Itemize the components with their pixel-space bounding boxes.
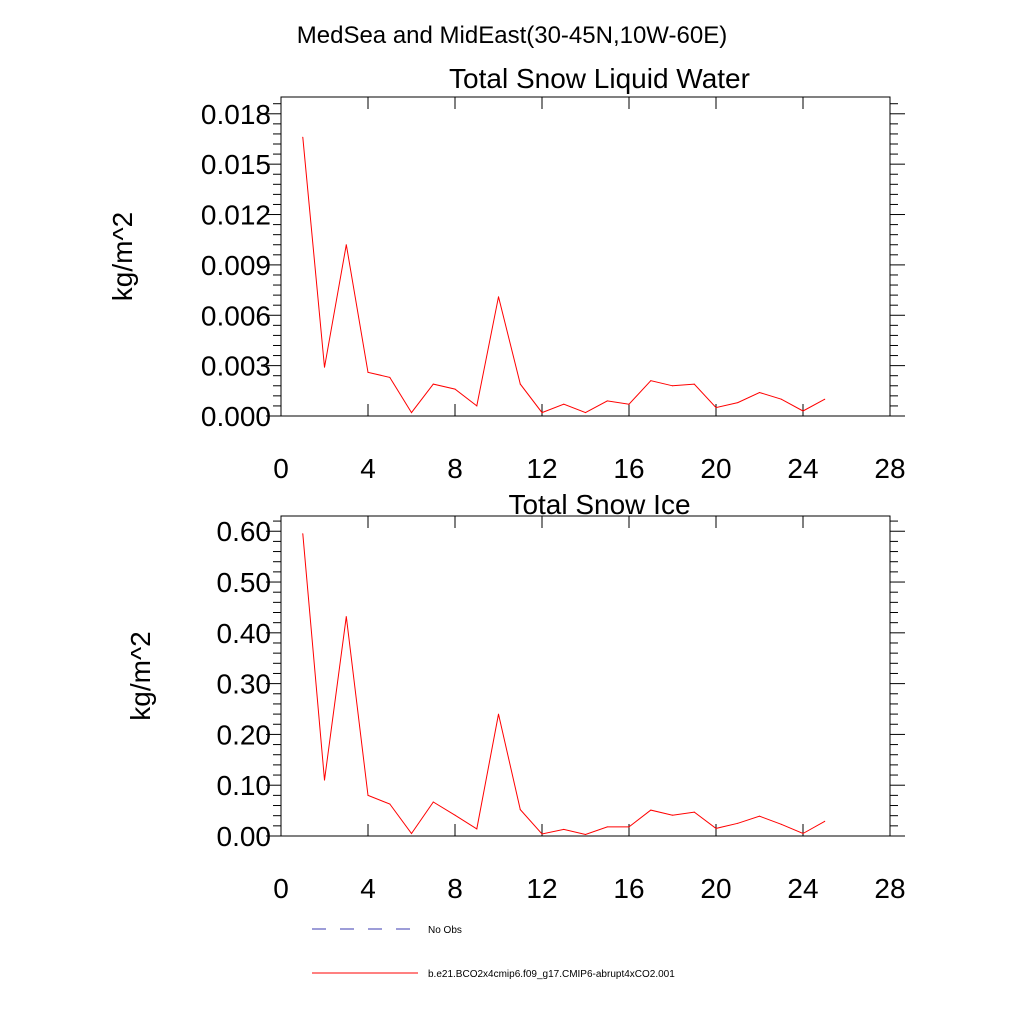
chart-0-data-point xyxy=(367,371,369,373)
chart-1-data-point xyxy=(824,820,826,822)
chart-1-xtick-label: 4 xyxy=(360,873,376,904)
chart-1-data-point xyxy=(606,826,608,828)
chart-0-data-point xyxy=(802,410,804,412)
chart-1-ytick-label: 0.60 xyxy=(217,516,272,547)
chart-0-data-point xyxy=(563,403,565,405)
chart-0-data-point xyxy=(411,412,412,414)
figure-title: MedSea and MidEast(30-45N,10W-60E) xyxy=(297,22,727,49)
chart-1-data-point xyxy=(715,827,717,829)
chart-0-data-point xyxy=(606,400,608,402)
chart-1-xtick-label: 12 xyxy=(526,873,557,904)
chart-0-data-point xyxy=(824,398,826,400)
chart-0-data-point xyxy=(715,407,717,409)
chart-1-xtick-label: 24 xyxy=(787,873,818,904)
chart-0-data-point xyxy=(476,405,478,407)
chart-1-frame xyxy=(280,515,891,837)
chart-0-data-point xyxy=(628,403,630,405)
chart-0-data-point xyxy=(345,244,347,246)
chart-1-xtick-label: 0 xyxy=(273,873,289,904)
chart-1-data-point xyxy=(541,833,543,835)
chart-1-data-point xyxy=(759,815,760,817)
chart-1-data-point xyxy=(389,803,391,805)
chart-0-data-point xyxy=(302,136,304,138)
chart-1-title: Total Snow Ice xyxy=(508,489,690,520)
chart-1-series-line xyxy=(302,533,826,836)
chart-0-data-point xyxy=(585,412,586,414)
chart-0-ytick-label: 0.012 xyxy=(201,200,271,231)
chart-1-ytick-label: 0.10 xyxy=(217,770,272,801)
chart-1-data-point xyxy=(324,779,325,781)
chart-0-ylabel: kg/m^2 xyxy=(107,212,138,301)
chart-1-data-point xyxy=(737,822,739,824)
chart-0-data-point xyxy=(454,388,456,390)
chart-0-ytick-label: 0.006 xyxy=(201,300,271,331)
chart-1-data-point xyxy=(650,809,652,811)
chart-1-xtick-label: 8 xyxy=(447,873,463,904)
chart-1-data-point xyxy=(367,794,369,796)
chart-0-ytick-label: 0.018 xyxy=(201,99,271,130)
chart-0-xtick-label: 28 xyxy=(874,453,905,484)
legend-label-no-obs: No Obs xyxy=(428,925,462,936)
chart-1-ytick-label: 0.40 xyxy=(217,618,272,649)
chart-1-data-point xyxy=(585,833,586,835)
chart-1-data-point xyxy=(802,832,804,834)
chart-1-data-point xyxy=(780,823,782,825)
chart-1-data-point xyxy=(628,826,630,828)
chart-1-data-point xyxy=(432,801,434,803)
chart-1-data-point xyxy=(672,814,673,816)
chart-0-data-point xyxy=(780,398,782,400)
chart-1-data-point xyxy=(498,713,499,715)
chart-0-xtick-label: 12 xyxy=(526,453,557,484)
chart-0-xtick-label: 8 xyxy=(447,453,463,484)
chart-1-data-point xyxy=(519,809,521,811)
chart-0-title: Total Snow Liquid Water xyxy=(449,63,750,94)
chart-1-data-point xyxy=(563,828,565,830)
chart-0-data-point xyxy=(432,383,434,385)
chart-0-data-point xyxy=(324,366,325,368)
chart-1-data-point xyxy=(476,828,478,830)
chart-0-data-point xyxy=(541,412,543,414)
chart-0-ytick-label: 0.000 xyxy=(201,401,271,432)
chart-1-data-point xyxy=(345,616,347,618)
chart-1-data-point xyxy=(411,832,412,834)
chart-0-data-point xyxy=(389,376,391,378)
chart-0-data-point xyxy=(498,296,499,298)
chart-1-ylabel: kg/m^2 xyxy=(125,631,156,720)
chart-0-xtick-label: 4 xyxy=(360,453,376,484)
chart-0-data-point xyxy=(737,402,739,404)
chart-0-ytick-label: 0.009 xyxy=(201,250,271,281)
chart-1-ytick-label: 0.00 xyxy=(217,821,272,852)
chart-0-data-point xyxy=(650,380,652,382)
panel-snow-liquid-water: Total Snow Liquid Water 0 4 8 12 16 20 24 28 0.00… xyxy=(107,63,906,484)
chart-0-series-line xyxy=(302,137,826,414)
chart-0-xtick-label: 20 xyxy=(700,453,731,484)
chart-0-data-point xyxy=(693,383,695,385)
chart-1-data-point xyxy=(693,811,695,813)
chart-1-data-point xyxy=(302,533,304,535)
panel-snow-ice: Total Snow Ice 0 4 8 12 16 20 24 28 0.00 0.10 0.20 0… xyxy=(125,489,906,904)
chart-1-xtick-label: 28 xyxy=(874,873,905,904)
chart-0-frame xyxy=(280,96,891,417)
chart-1-data-point xyxy=(454,814,456,816)
legend: No Obs b.e21.BCO2x4cmip6.f09_g17.CMIP6-a… xyxy=(312,925,675,980)
chart-0-ytick-label: 0.003 xyxy=(201,351,271,382)
chart-0-data-point xyxy=(759,391,760,393)
chart-1-xtick-label: 20 xyxy=(700,873,731,904)
chart-0-xtick-label: 16 xyxy=(613,453,644,484)
chart-1-ytick-label: 0.20 xyxy=(217,719,272,750)
legend-label-model: b.e21.BCO2x4cmip6.f09_g17.CMIP6-abrupt4x… xyxy=(428,969,675,980)
chart-0-data-point xyxy=(672,385,673,387)
chart-1-xtick-label: 16 xyxy=(613,873,644,904)
chart-0-data-point xyxy=(519,383,521,385)
chart-0-xtick-label: 24 xyxy=(787,453,818,484)
chart-0-ytick-label: 0.015 xyxy=(201,149,271,180)
chart-1-ytick-label: 0.30 xyxy=(217,669,272,700)
chart-0-xtick-label: 0 xyxy=(273,453,289,484)
chart-1-ytick-label: 0.50 xyxy=(217,567,272,598)
